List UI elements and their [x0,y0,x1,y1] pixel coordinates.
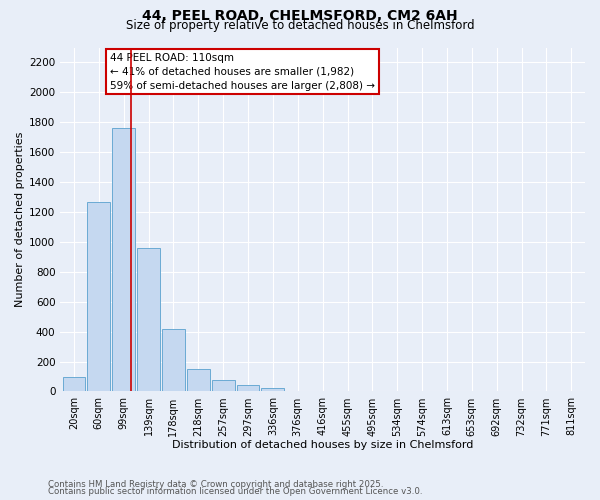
Text: Contains HM Land Registry data © Crown copyright and database right 2025.: Contains HM Land Registry data © Crown c… [48,480,383,489]
Bar [62,376,85,392]
Bar [212,380,235,392]
Text: 44, PEEL ROAD, CHELMSFORD, CM2 6AH: 44, PEEL ROAD, CHELMSFORD, CM2 6AH [142,9,458,23]
Bar [286,390,309,392]
Bar [236,386,259,392]
Text: 44 PEEL ROAD: 110sqm
← 41% of detached houses are smaller (1,982)
59% of semi-de: 44 PEEL ROAD: 110sqm ← 41% of detached h… [110,52,375,90]
Text: Contains public sector information licensed under the Open Government Licence v3: Contains public sector information licen… [48,487,422,496]
Bar [137,248,160,392]
Bar [262,388,284,392]
Bar [162,328,185,392]
Bar [187,369,210,392]
Bar [112,128,135,392]
Text: Size of property relative to detached houses in Chelmsford: Size of property relative to detached ho… [125,18,475,32]
Y-axis label: Number of detached properties: Number of detached properties [15,132,25,307]
Bar [88,202,110,392]
X-axis label: Distribution of detached houses by size in Chelmsford: Distribution of detached houses by size … [172,440,473,450]
